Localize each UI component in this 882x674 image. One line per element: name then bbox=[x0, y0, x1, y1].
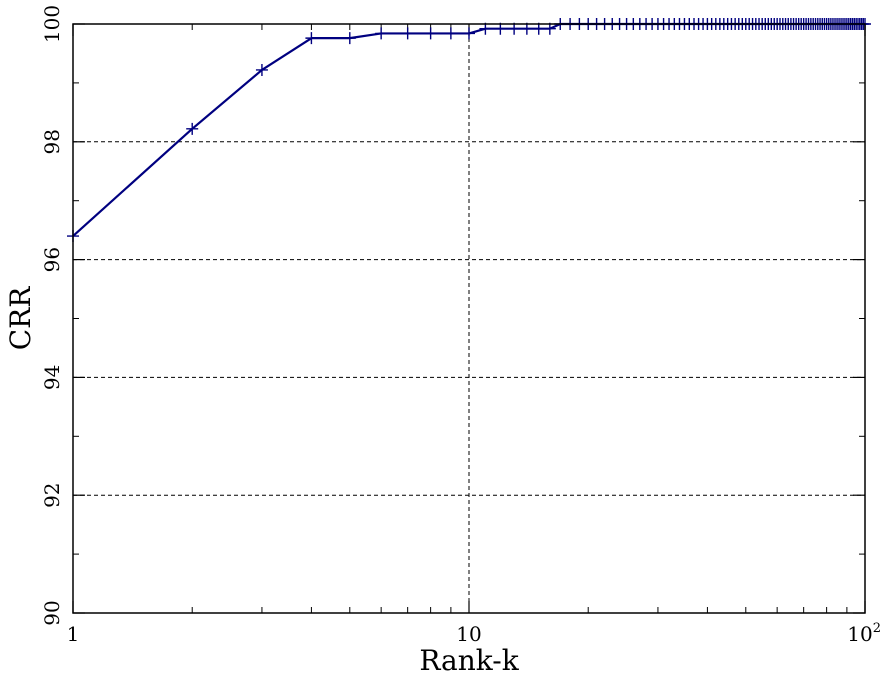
x-tick-label-base: 1 bbox=[67, 622, 80, 646]
x-tick-label: 1 bbox=[67, 622, 80, 646]
x-tick-labels: 1 10 102 bbox=[67, 621, 881, 646]
data-point-marker bbox=[401, 27, 414, 40]
y-tick-label: 98 bbox=[40, 129, 64, 154]
y-tick-label: 94 bbox=[40, 365, 64, 390]
x-tick-label-exponent: 2 bbox=[873, 621, 881, 636]
data-point-marker bbox=[463, 27, 475, 40]
data-point-marker bbox=[186, 122, 199, 135]
y-tick-label: 92 bbox=[40, 482, 64, 507]
y-tick-label: 100 bbox=[40, 5, 64, 43]
data-point-marker bbox=[343, 32, 356, 45]
x-tick-label: 10 bbox=[456, 622, 481, 646]
x-axis-title: Rank-k bbox=[419, 644, 519, 674]
y-tick-labels: 90 92 94 96 98 100 bbox=[40, 5, 64, 626]
x-tick-label-base: 10 bbox=[847, 622, 872, 646]
y-axis-title: CRR bbox=[4, 286, 37, 351]
grid-lines bbox=[73, 24, 865, 613]
plot-frame bbox=[72, 23, 866, 614]
y-tick-label: 96 bbox=[40, 247, 64, 272]
data-point-marker bbox=[305, 32, 318, 45]
x-tick-label: 102 bbox=[847, 621, 881, 646]
data-point-marker bbox=[375, 27, 388, 40]
x-tick-label-base: 10 bbox=[456, 622, 481, 646]
data-point-marker bbox=[444, 27, 457, 40]
y-tick-label: 90 bbox=[40, 600, 64, 625]
data-point-marker bbox=[424, 27, 437, 40]
data-point-marker bbox=[255, 63, 268, 76]
